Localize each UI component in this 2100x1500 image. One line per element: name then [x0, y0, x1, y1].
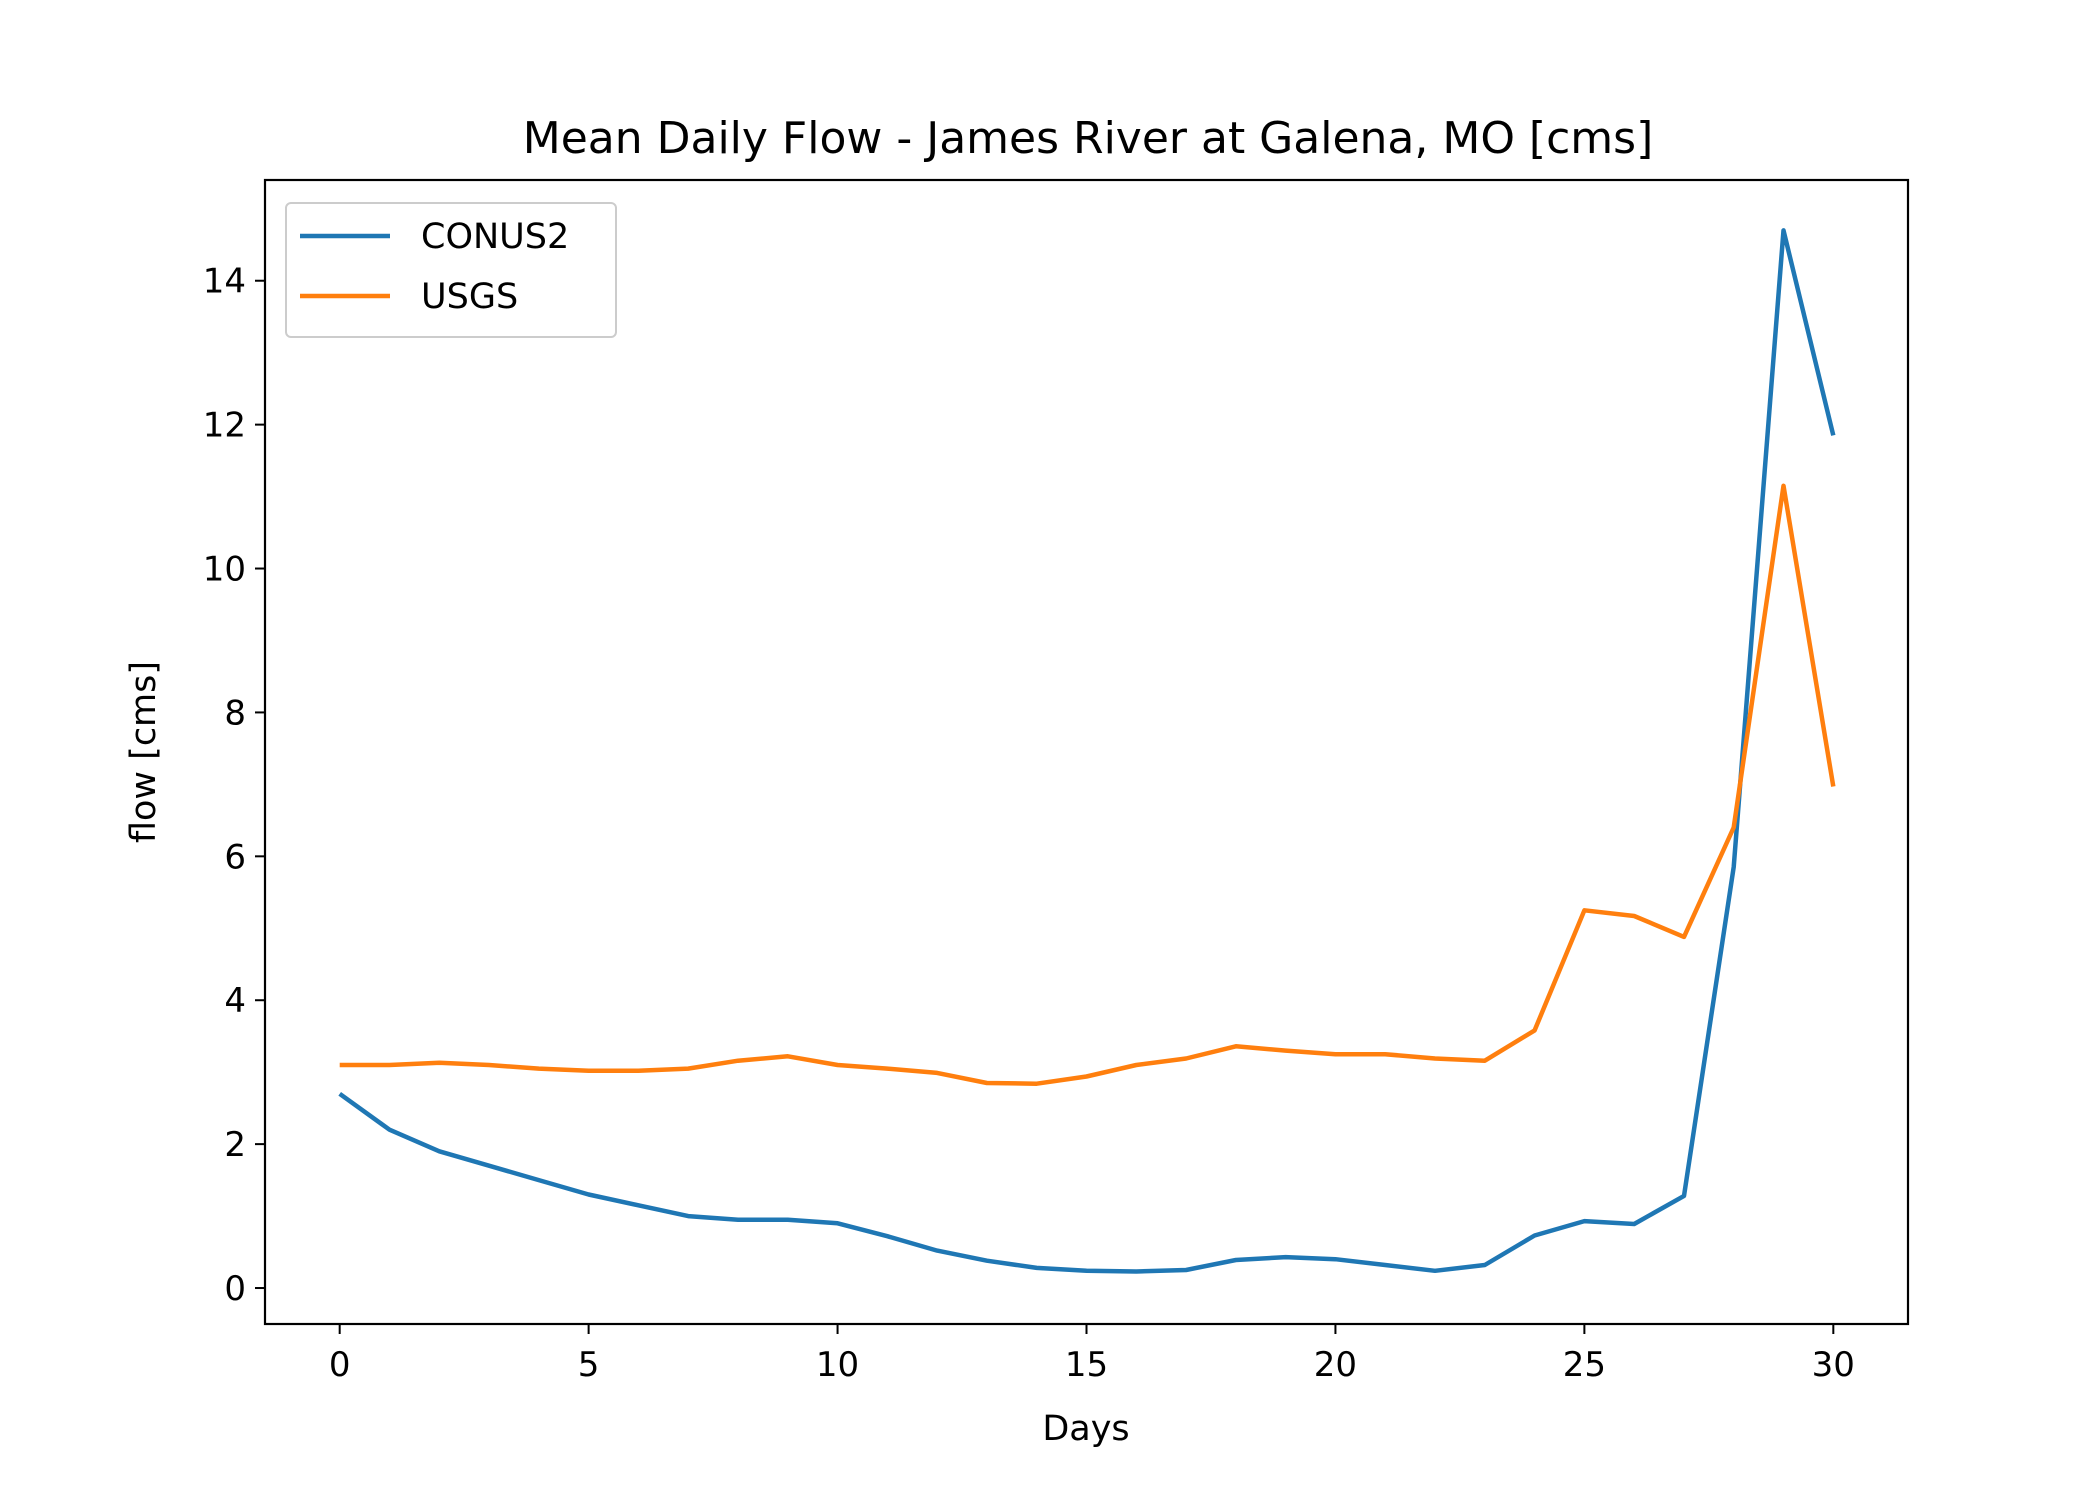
series-layer [338, 228, 1836, 1274]
y-axis-label: flow [cms] [124, 661, 164, 843]
x-tick-label: 5 [578, 1345, 600, 1385]
y-tick-label: 2 [224, 1125, 246, 1165]
y-axis-ticks: 0 2 4 6 8 10 12 14 [203, 262, 265, 1309]
plot-area [265, 180, 1908, 1324]
series-line-conus2 [338, 228, 1836, 1274]
y-tick-label: 14 [203, 262, 246, 302]
x-tick-label: 15 [1065, 1345, 1108, 1385]
x-tick-label: 10 [816, 1345, 859, 1385]
x-axis-ticks: 0 5 10 15 20 25 30 [329, 1324, 1855, 1385]
x-tick-label: 0 [329, 1345, 351, 1385]
chart-title: Mean Daily Flow - James River at Galena,… [523, 113, 1654, 164]
x-axis-label: Days [1042, 1409, 1129, 1449]
y-tick-label: 4 [224, 981, 246, 1021]
y-tick-label: 8 [224, 693, 246, 733]
plot-background [265, 180, 1908, 1324]
y-tick-label: 12 [203, 406, 246, 446]
legend-label-conus2: CONUS2 [421, 217, 569, 257]
series-line-usgs [339, 483, 1836, 1086]
x-tick-label: 30 [1812, 1345, 1855, 1385]
y-tick-label: 10 [203, 550, 246, 590]
x-tick-label: 20 [1314, 1345, 1357, 1385]
x-tick-label: 25 [1563, 1345, 1606, 1385]
y-tick-label: 6 [224, 837, 246, 877]
legend-label-usgs: USGS [421, 277, 518, 317]
y-tick-label: 0 [224, 1269, 246, 1309]
legend: CONUS2 USGS [285, 202, 617, 338]
